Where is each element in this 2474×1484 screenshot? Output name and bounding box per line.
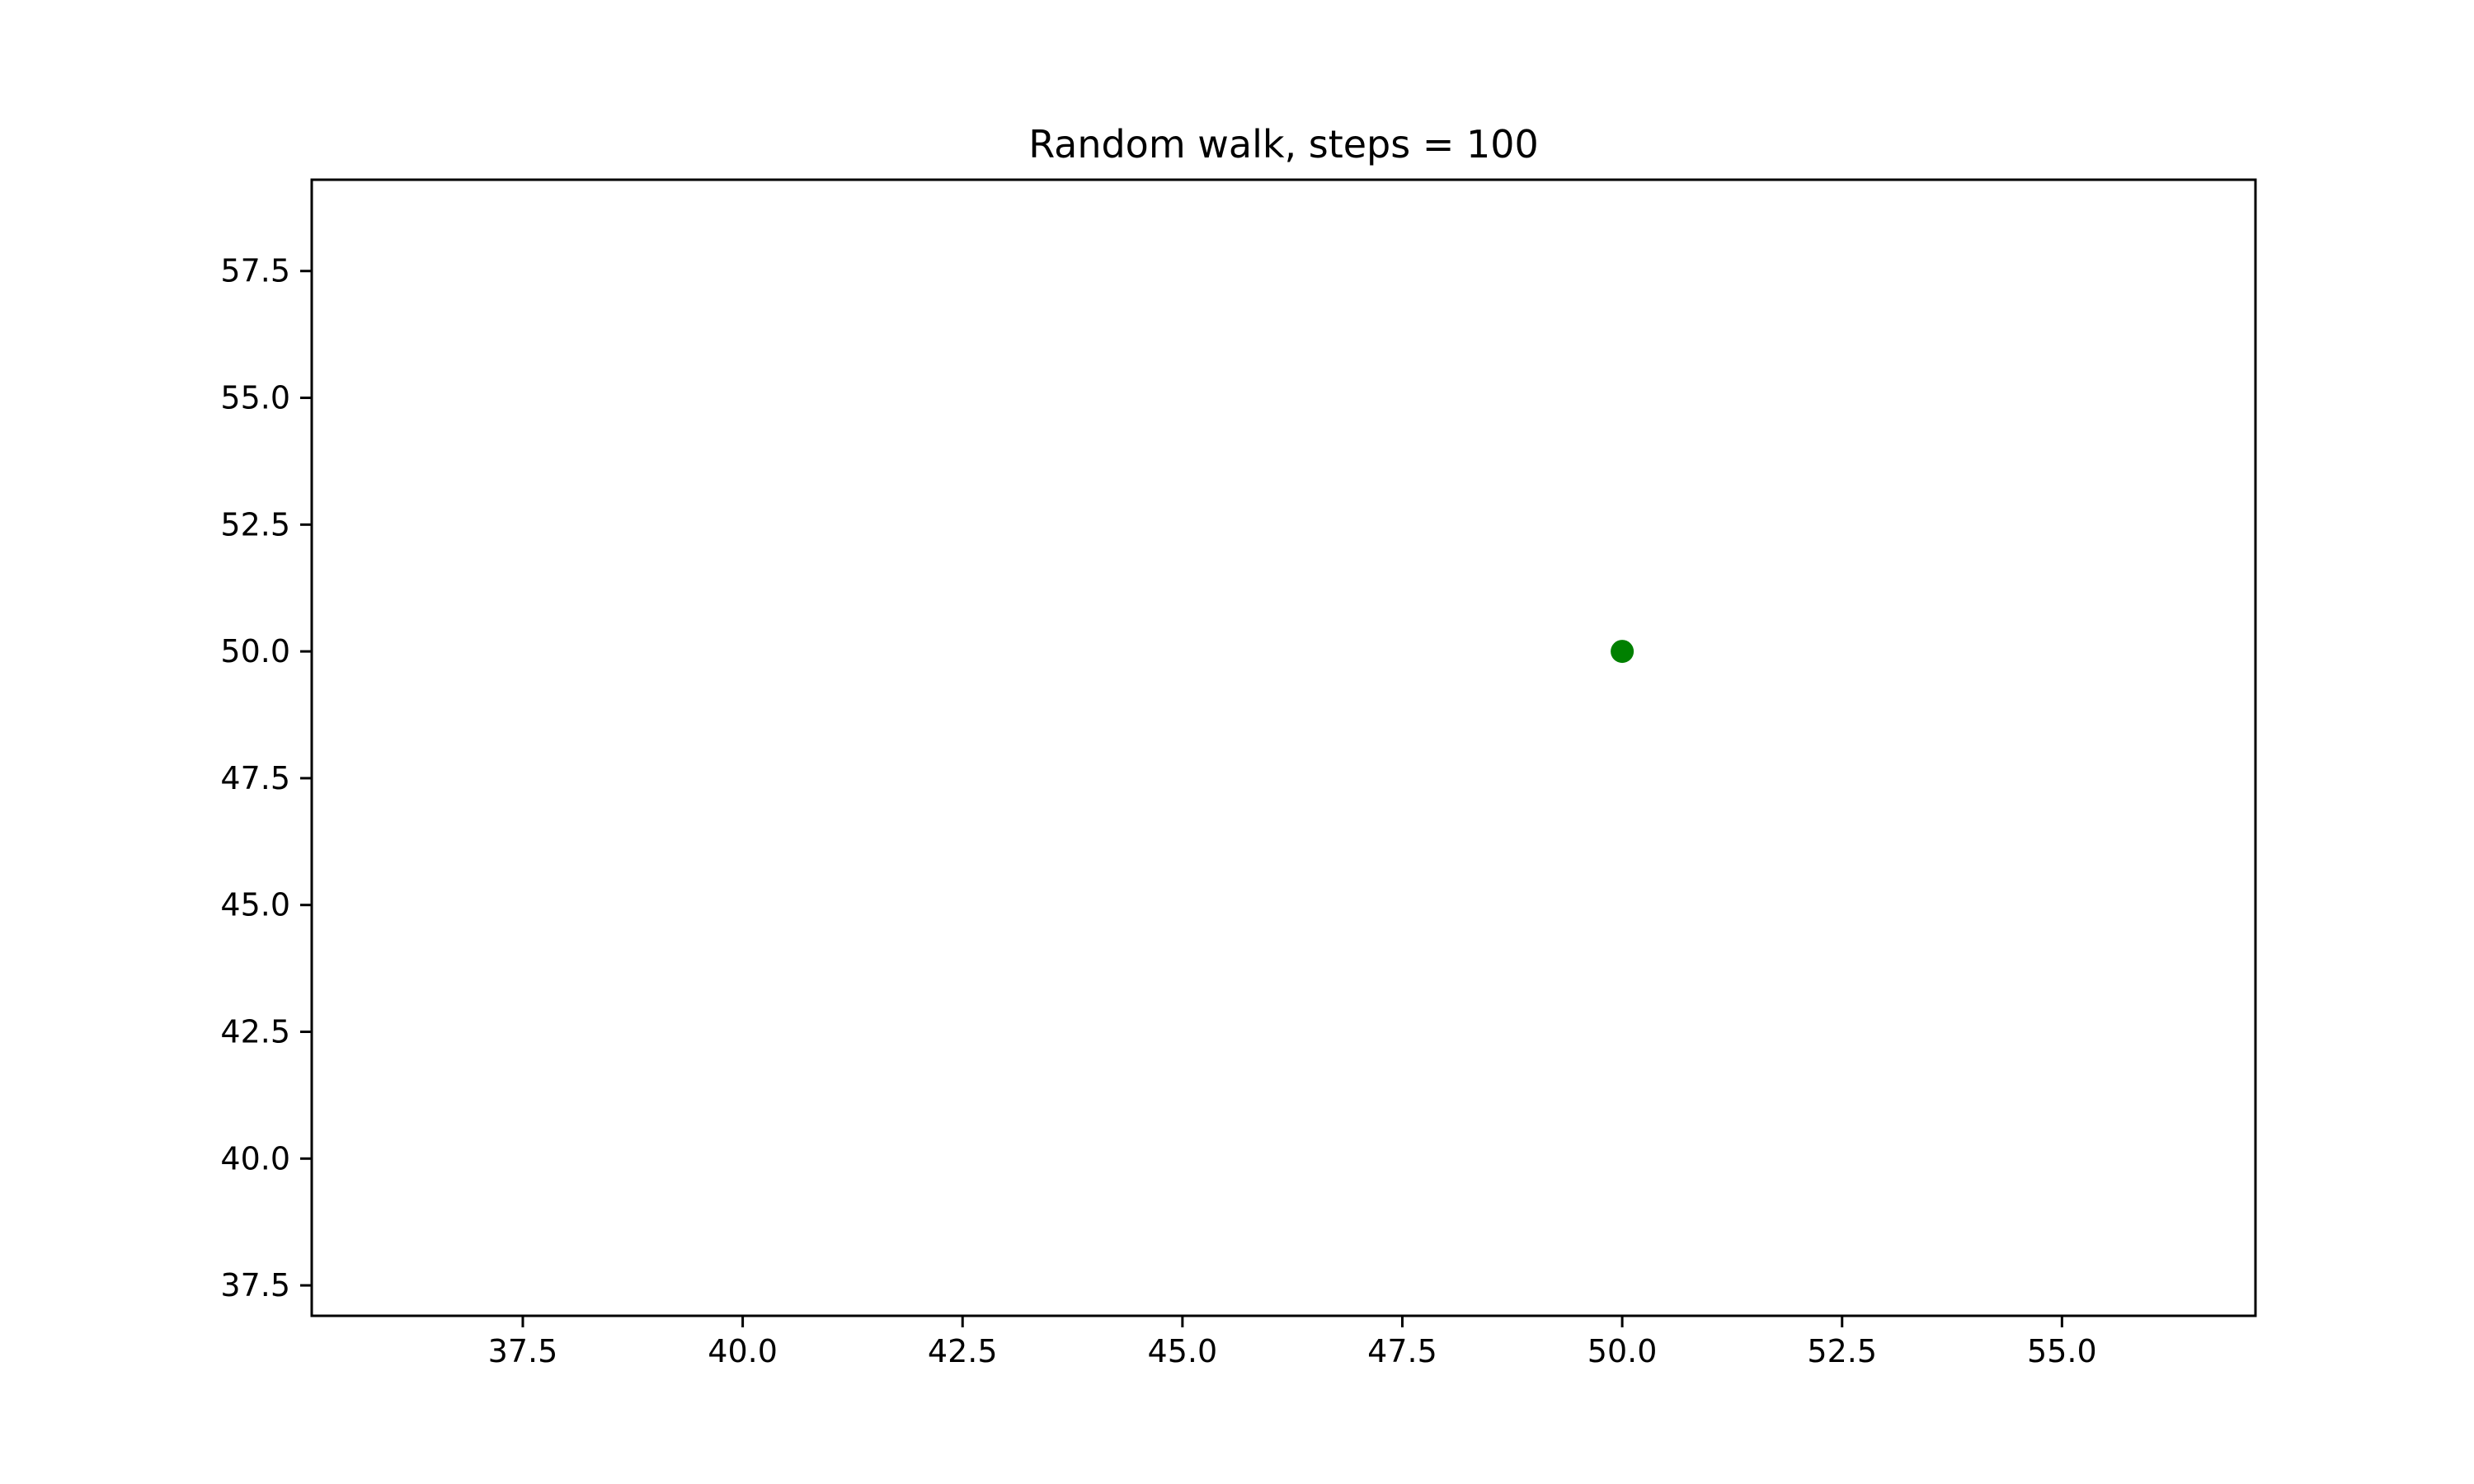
plot-area	[312, 180, 2255, 1316]
y-axis: 37.5 40.0 42.5 45.0 47.5 50.0 52.5 55.0 57.5	[220, 253, 312, 1303]
y-tick-label: 47.5	[220, 760, 290, 796]
y-tick-label: 37.5	[220, 1267, 290, 1303]
plot-frame	[310, 178, 2257, 1317]
y-tick-label: 57.5	[220, 253, 290, 289]
x-tick-label: 45.0	[1148, 1333, 1218, 1369]
y-tick-label: 42.5	[220, 1014, 290, 1050]
x-tick-label: 50.0	[1587, 1333, 1658, 1369]
x-tick-label: 42.5	[928, 1333, 998, 1369]
x-axis: 37.5 40.0 42.5 45.0 47.5 50.0 52.5 55.0	[488, 1316, 2097, 1369]
x-tick-label: 52.5	[1807, 1333, 1877, 1369]
x-tick-label: 37.5	[488, 1333, 558, 1369]
y-tick-label: 50.0	[220, 633, 290, 669]
x-tick-label: 55.0	[2027, 1333, 2097, 1369]
x-tick-label: 47.5	[1367, 1333, 1437, 1369]
chart-title: Random walk, steps = 100	[1028, 122, 1539, 167]
y-tick-label: 52.5	[220, 506, 290, 542]
data-points	[1611, 640, 1634, 664]
y-tick-label: 45.0	[220, 887, 290, 923]
x-tick-label: 40.0	[708, 1333, 778, 1369]
y-tick-label: 55.0	[220, 380, 290, 416]
y-tick-label: 40.0	[220, 1140, 290, 1176]
data-point	[1611, 640, 1634, 664]
